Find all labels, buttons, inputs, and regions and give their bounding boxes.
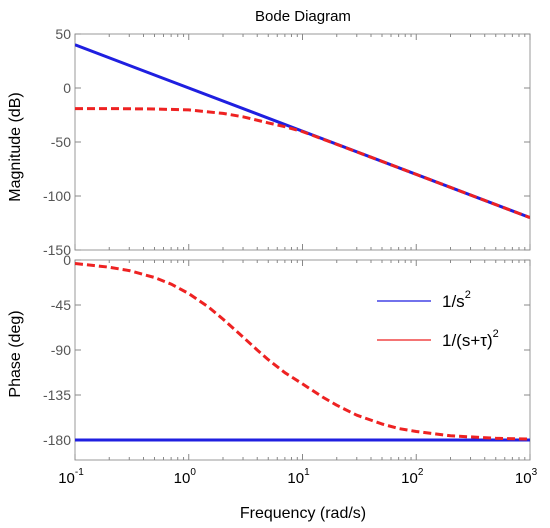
series-line-double-pole [75,262,530,441]
y-tick-label: -90 [51,342,71,358]
plot-frame-1 [74,259,531,461]
y-tick-label: -50 [51,134,71,150]
x-tick-label: 102 [401,467,424,487]
phase-panel: 0 -45 -90 -135 -180 [43,252,531,461]
magnitude-axis-label: Magnitude (dB) [7,92,24,201]
legend: 1/s2 1/(s+τ)2 [377,289,499,350]
series-line-double-pole [75,107,530,220]
y-tick-label: 50 [55,26,71,42]
y-tick-label: -135 [43,387,71,403]
x-tick-label: 100 [174,467,197,487]
magnitude-panel: 50 0 -50 -100 -150 [43,26,531,258]
x-tick-label: 10-1 [58,467,84,487]
x-axis-label: Frequency (rad/s) [240,505,366,522]
legend-label: 1/(s+τ)2 [442,328,499,350]
y-tick-label: -180 [43,432,71,448]
chart-title: Bode Diagram [255,8,351,25]
y-tick-label: 0 [63,252,71,268]
y-tick-label: -100 [43,188,71,204]
legend-label: 1/s2 [442,289,471,311]
x-tick-label: 103 [515,467,538,487]
y-tick-label: 0 [63,80,71,96]
x-tick-label: 101 [287,467,310,487]
plot-frame-0 [74,33,531,251]
y-tick-label: -150 [43,242,71,258]
x-tick-labels: 10-1 100 101 102 103 [58,467,537,487]
phase-axis-label: Phase (deg) [7,310,24,397]
y-tick-label: -45 [51,297,71,313]
